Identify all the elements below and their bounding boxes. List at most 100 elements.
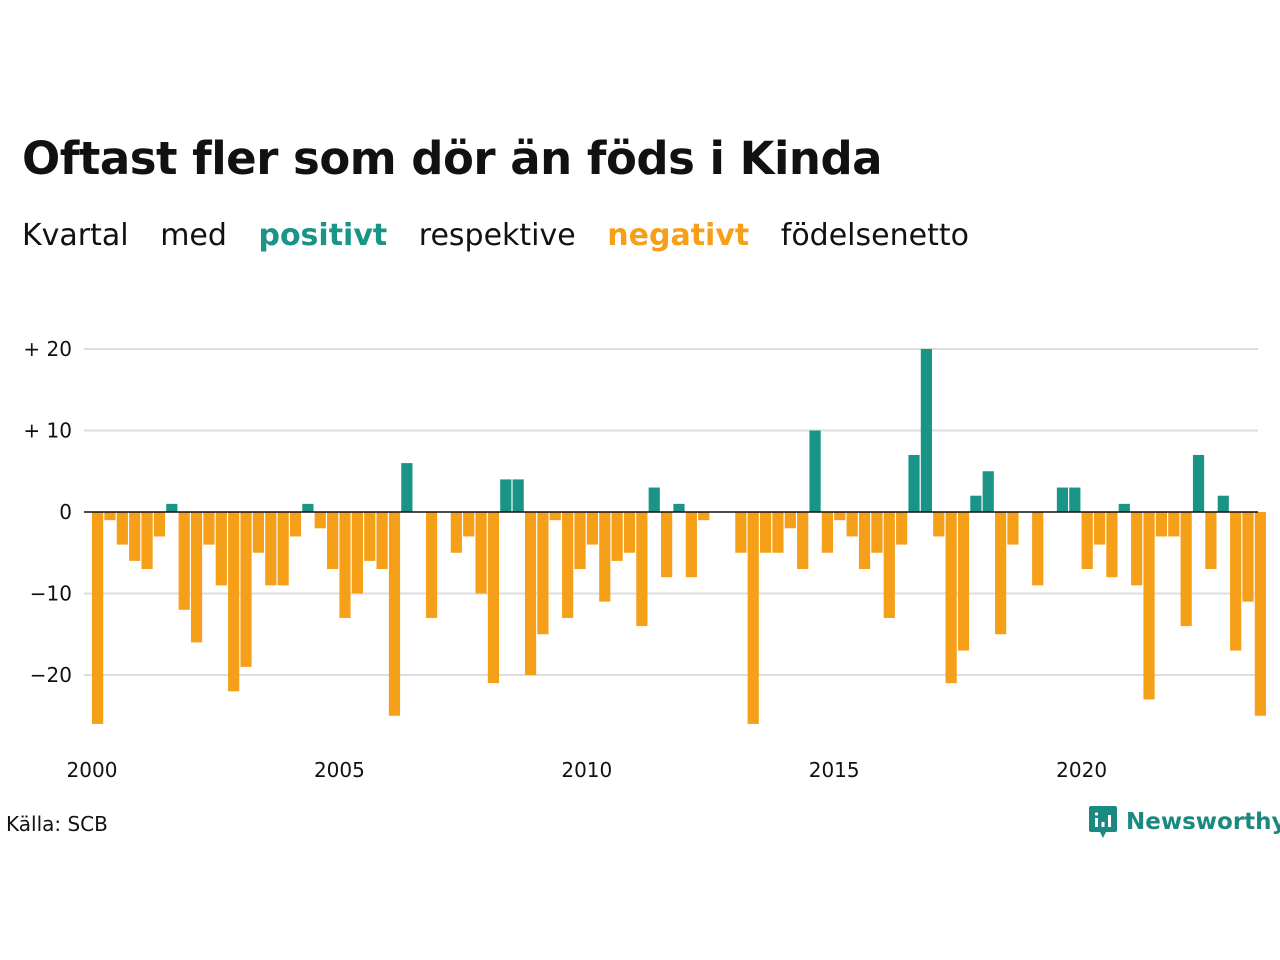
bar bbox=[524, 512, 537, 675]
bar bbox=[821, 512, 834, 553]
x-tick-label: 2010 bbox=[561, 758, 612, 782]
chart-title: Oftast fler som dör än föds i Kinda bbox=[22, 132, 883, 185]
bar bbox=[1155, 512, 1168, 537]
bar bbox=[537, 512, 549, 635]
bar bbox=[858, 512, 871, 570]
bar bbox=[450, 512, 462, 553]
newsworthy-logo-icon bbox=[1089, 806, 1117, 838]
bar bbox=[116, 512, 128, 545]
bar bbox=[623, 512, 636, 553]
bar bbox=[896, 512, 908, 545]
bar bbox=[463, 512, 475, 537]
bar bbox=[339, 512, 351, 618]
bar bbox=[215, 512, 227, 586]
bar bbox=[277, 512, 289, 586]
bar bbox=[228, 512, 240, 692]
bar bbox=[1069, 487, 1081, 512]
bar bbox=[1106, 512, 1118, 578]
bar bbox=[586, 512, 598, 545]
bar bbox=[166, 503, 178, 512]
bar bbox=[599, 512, 611, 602]
bar bbox=[1205, 512, 1217, 570]
bar bbox=[846, 512, 858, 537]
bar-chart: + 20 + 10 0 −10 −20 2000 2005 2010 2015 2020 bbox=[23, 337, 1266, 782]
bar bbox=[252, 512, 265, 553]
legend-positive: positivt bbox=[258, 218, 388, 253]
bar bbox=[1093, 512, 1106, 545]
bar bbox=[1131, 512, 1143, 586]
x-tick-label: 2005 bbox=[314, 758, 365, 782]
bar bbox=[1168, 512, 1180, 537]
bar bbox=[512, 479, 524, 512]
bar bbox=[1118, 503, 1130, 512]
bar bbox=[698, 512, 710, 521]
bar bbox=[129, 512, 141, 561]
bar bbox=[500, 479, 512, 512]
bar bbox=[265, 512, 277, 586]
bar bbox=[759, 512, 772, 553]
bar bbox=[104, 512, 116, 521]
bar bbox=[883, 512, 895, 618]
bar bbox=[1230, 512, 1242, 651]
bar bbox=[772, 512, 784, 553]
legend-negative: negativt bbox=[607, 218, 750, 253]
bar bbox=[920, 349, 932, 512]
bar bbox=[1143, 512, 1155, 700]
x-tick-label: 2020 bbox=[1056, 758, 1107, 782]
bar bbox=[289, 512, 302, 537]
bar bbox=[1254, 512, 1266, 716]
bar bbox=[1056, 487, 1069, 512]
y-tick-label: 0 bbox=[59, 500, 72, 524]
bar bbox=[302, 503, 314, 512]
bar bbox=[562, 512, 574, 618]
bar bbox=[747, 512, 759, 724]
y-tick-label: + 10 bbox=[23, 419, 72, 443]
bar bbox=[153, 512, 166, 537]
brand-name: Newsworthy bbox=[1126, 809, 1280, 835]
bar bbox=[735, 512, 747, 553]
bar bbox=[636, 512, 648, 627]
bar bbox=[92, 512, 104, 724]
bar bbox=[871, 512, 883, 553]
bar bbox=[475, 512, 487, 594]
bar bbox=[314, 512, 326, 529]
bar bbox=[141, 512, 153, 570]
y-tick-label: −20 bbox=[30, 663, 72, 687]
bar bbox=[1242, 512, 1254, 602]
bar bbox=[995, 512, 1007, 635]
bar bbox=[982, 471, 994, 512]
bar bbox=[203, 512, 215, 545]
bar bbox=[673, 503, 685, 512]
bar bbox=[1007, 512, 1019, 545]
bar bbox=[957, 512, 970, 651]
bar bbox=[809, 430, 821, 512]
bar bbox=[908, 454, 920, 512]
bar bbox=[190, 512, 203, 643]
bar bbox=[1192, 454, 1205, 512]
subtitle-word: respektive bbox=[418, 218, 576, 253]
bar bbox=[549, 512, 561, 521]
bar bbox=[487, 512, 500, 684]
bar bbox=[834, 512, 846, 521]
bar bbox=[574, 512, 586, 570]
y-tick-label: + 20 bbox=[23, 337, 72, 361]
bar bbox=[376, 512, 388, 570]
x-tick-label: 2015 bbox=[809, 758, 860, 782]
bar bbox=[327, 512, 339, 570]
bar bbox=[797, 512, 809, 570]
chart-subtitle: Kvartal med positivt respektive negativt… bbox=[22, 218, 991, 253]
bar bbox=[685, 512, 697, 578]
bar bbox=[401, 463, 413, 512]
bar bbox=[784, 512, 796, 529]
bar bbox=[351, 512, 363, 594]
bar bbox=[1217, 495, 1229, 512]
bar bbox=[970, 495, 982, 512]
subtitle-word: födelsenetto bbox=[780, 218, 969, 253]
y-tick-label: −10 bbox=[30, 582, 72, 606]
bar bbox=[648, 487, 660, 512]
bar bbox=[425, 512, 438, 618]
bar bbox=[364, 512, 376, 561]
subtitle-word: Kvartal bbox=[22, 218, 129, 253]
subtitle-word: med bbox=[160, 218, 227, 253]
x-tick-label: 2000 bbox=[67, 758, 118, 782]
